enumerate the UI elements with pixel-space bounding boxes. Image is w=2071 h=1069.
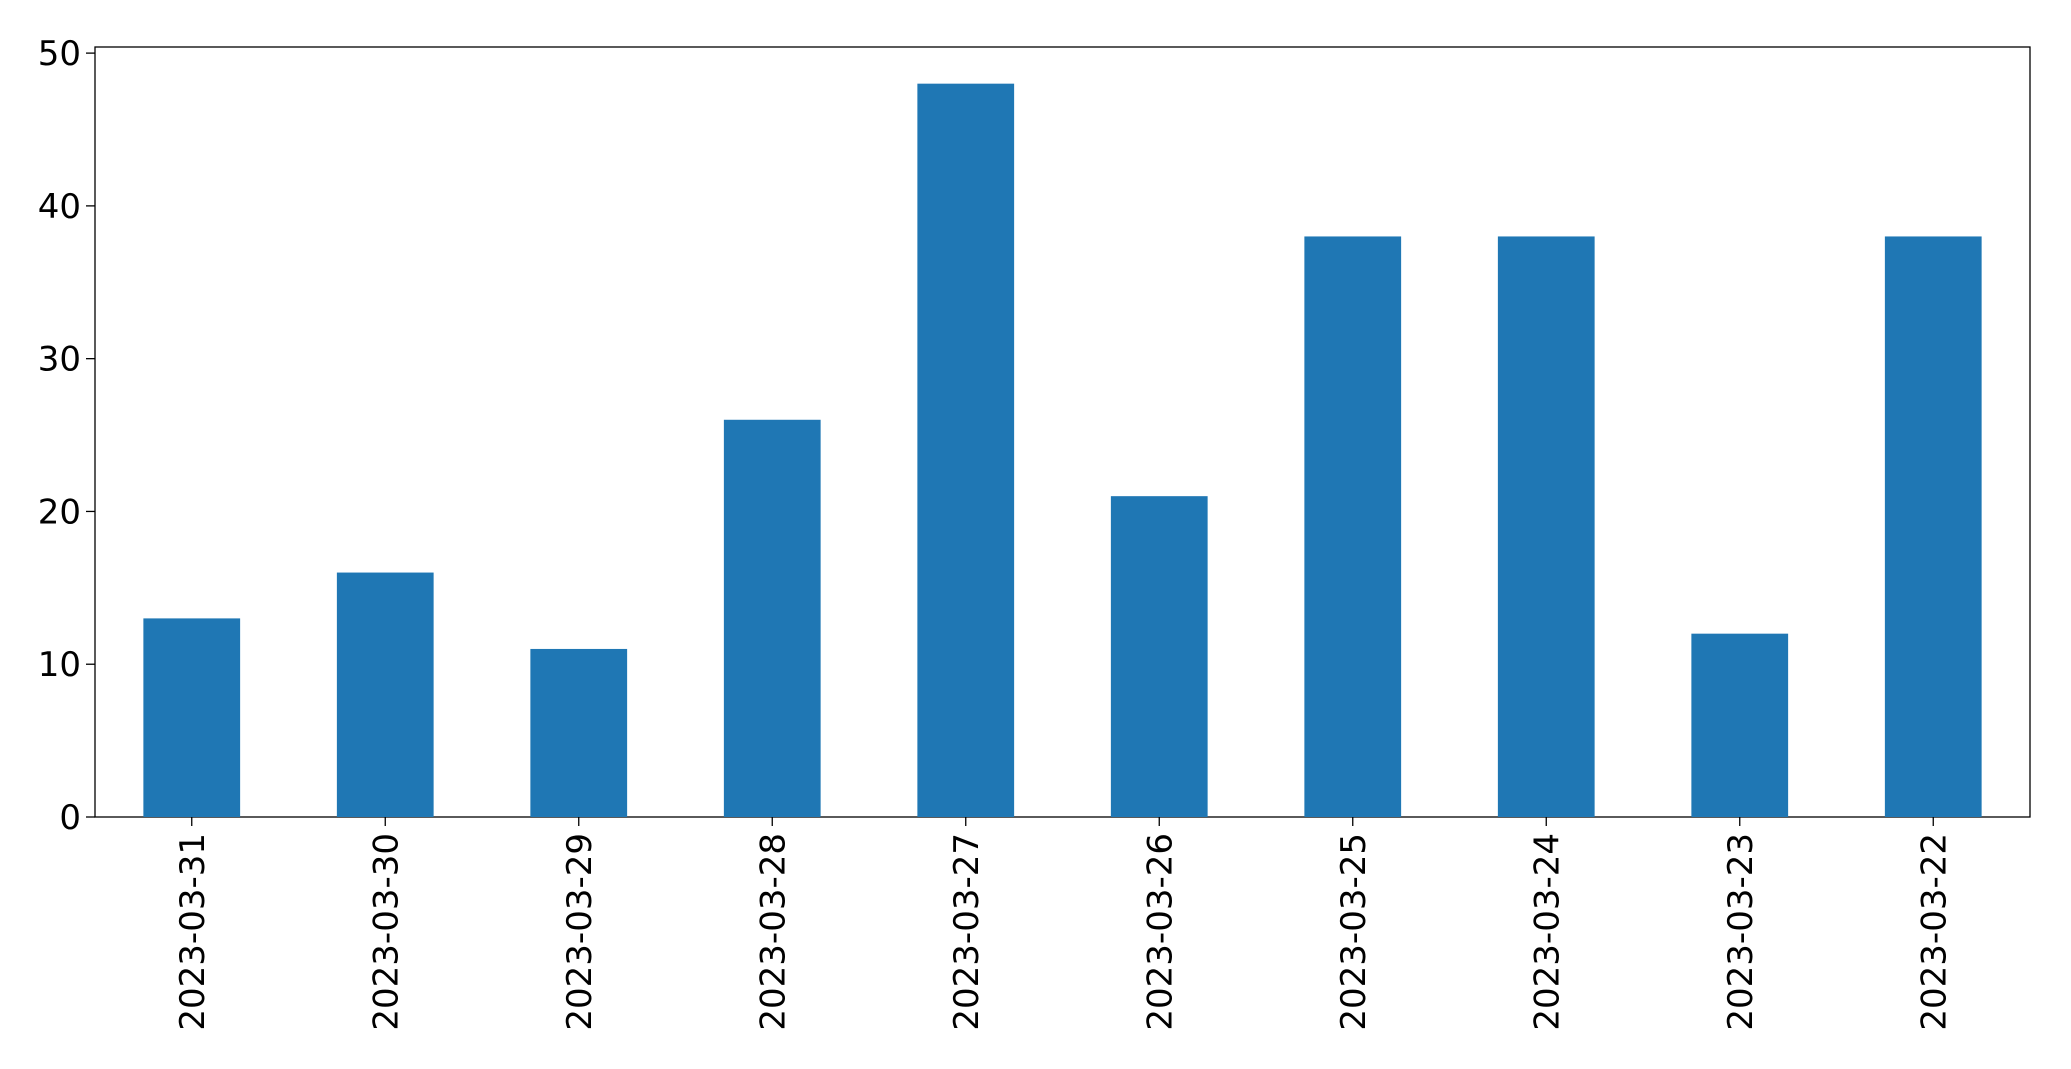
y-tick-label: 30 (38, 340, 81, 380)
x-tick-label: 2023-03-29 (560, 833, 600, 1031)
bar (723, 419, 821, 817)
x-tick-label: 2023-03-26 (1140, 833, 1180, 1031)
bar (1110, 496, 1208, 817)
bar (530, 648, 628, 817)
bar (1304, 236, 1402, 817)
bar (1691, 633, 1789, 817)
x-tick-label: 2023-03-30 (366, 833, 406, 1031)
x-tick-label: 2023-03-25 (1334, 833, 1374, 1031)
x-tick-label: 2023-03-23 (1721, 833, 1761, 1031)
y-tick-label: 40 (38, 187, 81, 227)
x-tick-label: 2023-03-22 (1914, 833, 1954, 1031)
x-tick-label: 2023-03-24 (1527, 833, 1567, 1031)
y-tick-label: 50 (38, 34, 81, 74)
x-tick-label: 2023-03-27 (947, 833, 987, 1031)
bar (1497, 236, 1595, 817)
x-tick-label: 2023-03-28 (753, 833, 793, 1031)
plot-frame (94, 46, 2031, 818)
bar (1884, 236, 1982, 817)
y-tick-label: 10 (38, 645, 81, 685)
bar (917, 83, 1015, 817)
x-tick-label: 2023-03-31 (173, 833, 213, 1031)
bar (336, 572, 434, 817)
y-tick-label: 0 (59, 798, 81, 838)
bar (143, 618, 241, 817)
y-tick-label: 20 (38, 492, 81, 532)
